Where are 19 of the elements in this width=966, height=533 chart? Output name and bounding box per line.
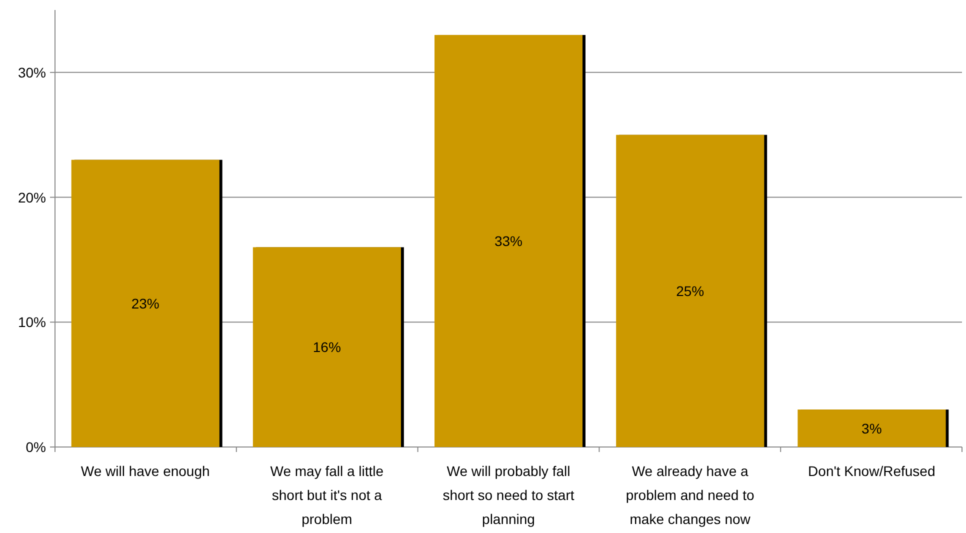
- data-label: 3%: [862, 420, 882, 436]
- bar: [434, 34, 582, 447]
- x-tick-label: We already have a problem and need to make changes now: [626, 463, 755, 527]
- x-tick-label: We will have enough: [80, 463, 210, 479]
- data-label: 16%: [312, 339, 341, 356]
- bar: [71, 160, 220, 447]
- x-tick-label: We will probably fall short so need to start planning: [442, 463, 574, 527]
- bar: [616, 134, 764, 447]
- x-tick-label: Don't Know/Refused: [808, 463, 936, 479]
- bar: [798, 410, 946, 447]
- y-tick-label: 20%: [18, 189, 46, 206]
- bar: [252, 247, 401, 447]
- y-tick-label: 30%: [18, 64, 46, 80]
- y-tick-label: 0%: [26, 439, 46, 455]
- data-label: 33%: [494, 232, 523, 249]
- data-label: 25%: [676, 282, 704, 299]
- x-tick-label: We may fall a little short but it's not a problem: [270, 463, 384, 527]
- y-tick-label: 10%: [18, 314, 46, 330]
- data-label: 23%: [131, 295, 160, 312]
